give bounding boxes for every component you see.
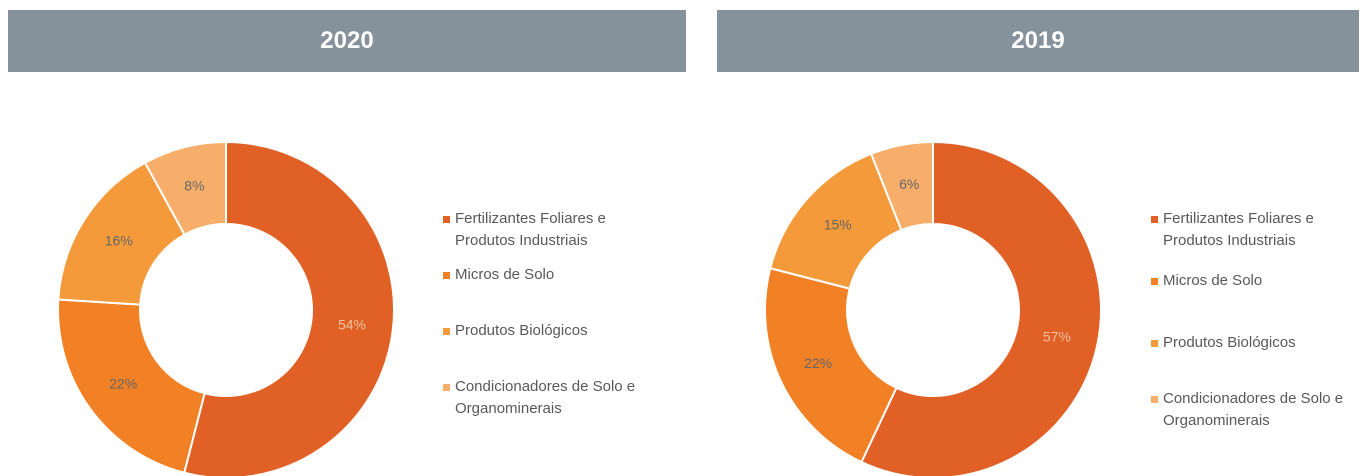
data-label: 6% xyxy=(899,176,919,192)
slice xyxy=(869,140,934,232)
panel-title: 2020 xyxy=(8,10,686,72)
slice xyxy=(860,140,1102,476)
legend-swatch xyxy=(1151,278,1158,285)
legend-item: Condicionadores de Solo e Organominerais xyxy=(1151,388,1367,432)
legend-swatch xyxy=(443,272,450,279)
legend-swatch xyxy=(443,328,450,335)
slice xyxy=(57,298,206,474)
data-label: 16% xyxy=(105,233,133,249)
data-label: 57% xyxy=(1043,328,1071,344)
legend-item: Fertilizantes Foliares e Produtos Indust… xyxy=(1151,208,1367,252)
legend-swatch xyxy=(443,216,450,223)
legend-item: Produtos Biológicos xyxy=(443,320,670,342)
legend-swatch xyxy=(1151,216,1158,223)
legend-swatch xyxy=(1151,396,1158,403)
legend-item: Micros de Solo xyxy=(1151,270,1367,292)
legend-item: Condicionadores de Solo e Organominerais xyxy=(443,376,670,420)
legend-swatch xyxy=(443,384,450,391)
data-label: 22% xyxy=(804,355,832,371)
legend-item: Micros de Solo xyxy=(443,264,670,286)
data-label: 8% xyxy=(184,178,204,194)
slice xyxy=(143,140,227,236)
legend-item: Fertilizantes Foliares e Produtos Indust… xyxy=(443,208,670,252)
slice xyxy=(183,140,395,476)
data-label: 15% xyxy=(824,217,852,233)
legend-item: Produtos Biológicos xyxy=(1151,332,1367,354)
slice xyxy=(764,267,898,464)
panel-title: 2019 xyxy=(717,10,1359,72)
legend-swatch xyxy=(1151,340,1158,347)
data-label: 22% xyxy=(109,375,137,391)
data-label: 54% xyxy=(338,317,366,333)
